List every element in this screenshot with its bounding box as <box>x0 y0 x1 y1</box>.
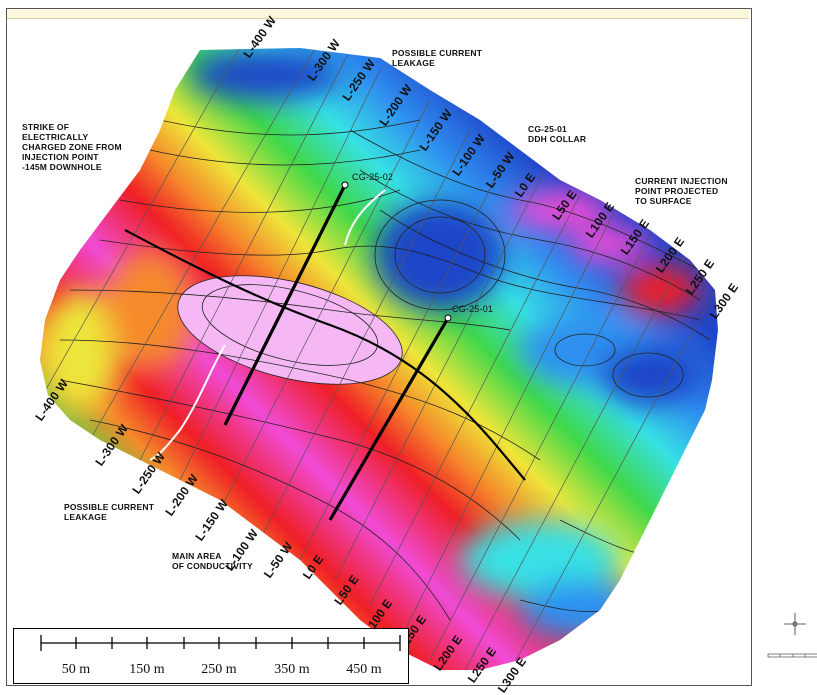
strike-label: STRIKE OF ELECTRICALLY CHARGED ZONE FROM… <box>22 122 122 172</box>
drill-hole-traces <box>124 181 526 521</box>
cg-25-01-collar <box>444 314 452 322</box>
scale-label: 350 m <box>274 662 310 677</box>
north-arrow <box>784 613 806 635</box>
scale-label: 450 m <box>346 662 382 677</box>
max-conductivity-zone <box>177 275 403 385</box>
scale-label: 250 m <box>201 662 237 677</box>
scale-label: 50 m <box>61 662 91 677</box>
injection-point-label: CURRENT INJECTION POINT PROJECTED TO SUR… <box>635 176 728 206</box>
contour-lines <box>59 119 711 621</box>
cg-25-02-trace <box>223 184 347 426</box>
small-scale-bar <box>767 653 817 658</box>
scale-bar: 50 m 150 m 250 m 350 m 450 m <box>13 628 409 684</box>
leakage-lines <box>149 189 386 461</box>
drill-hole-label: CG-25-02 <box>352 172 394 182</box>
main-area-label: MAIN AREA OF CONDUCTIVITY <box>172 551 253 571</box>
cg-25-02-collar <box>341 181 349 189</box>
strike-line <box>124 229 526 481</box>
survey-grid <box>40 48 718 670</box>
cg-25-01-trace <box>328 317 450 521</box>
possible-leakage-label-top: POSSIBLE CURRENT LEAKAGE <box>392 48 483 68</box>
ddh-collar-label: CG-25-01 DDH COLLAR <box>528 124 587 144</box>
scale-bar-graphic <box>40 635 401 651</box>
survey-lines <box>40 48 716 670</box>
possible-leakage-label-bottom: POSSIBLE CURRENT LEAKAGE <box>64 502 155 522</box>
drill-hole-label: CG-25-01 <box>452 304 494 314</box>
scale-label: 150 m <box>129 662 165 677</box>
map-top-ruler <box>7 9 749 19</box>
